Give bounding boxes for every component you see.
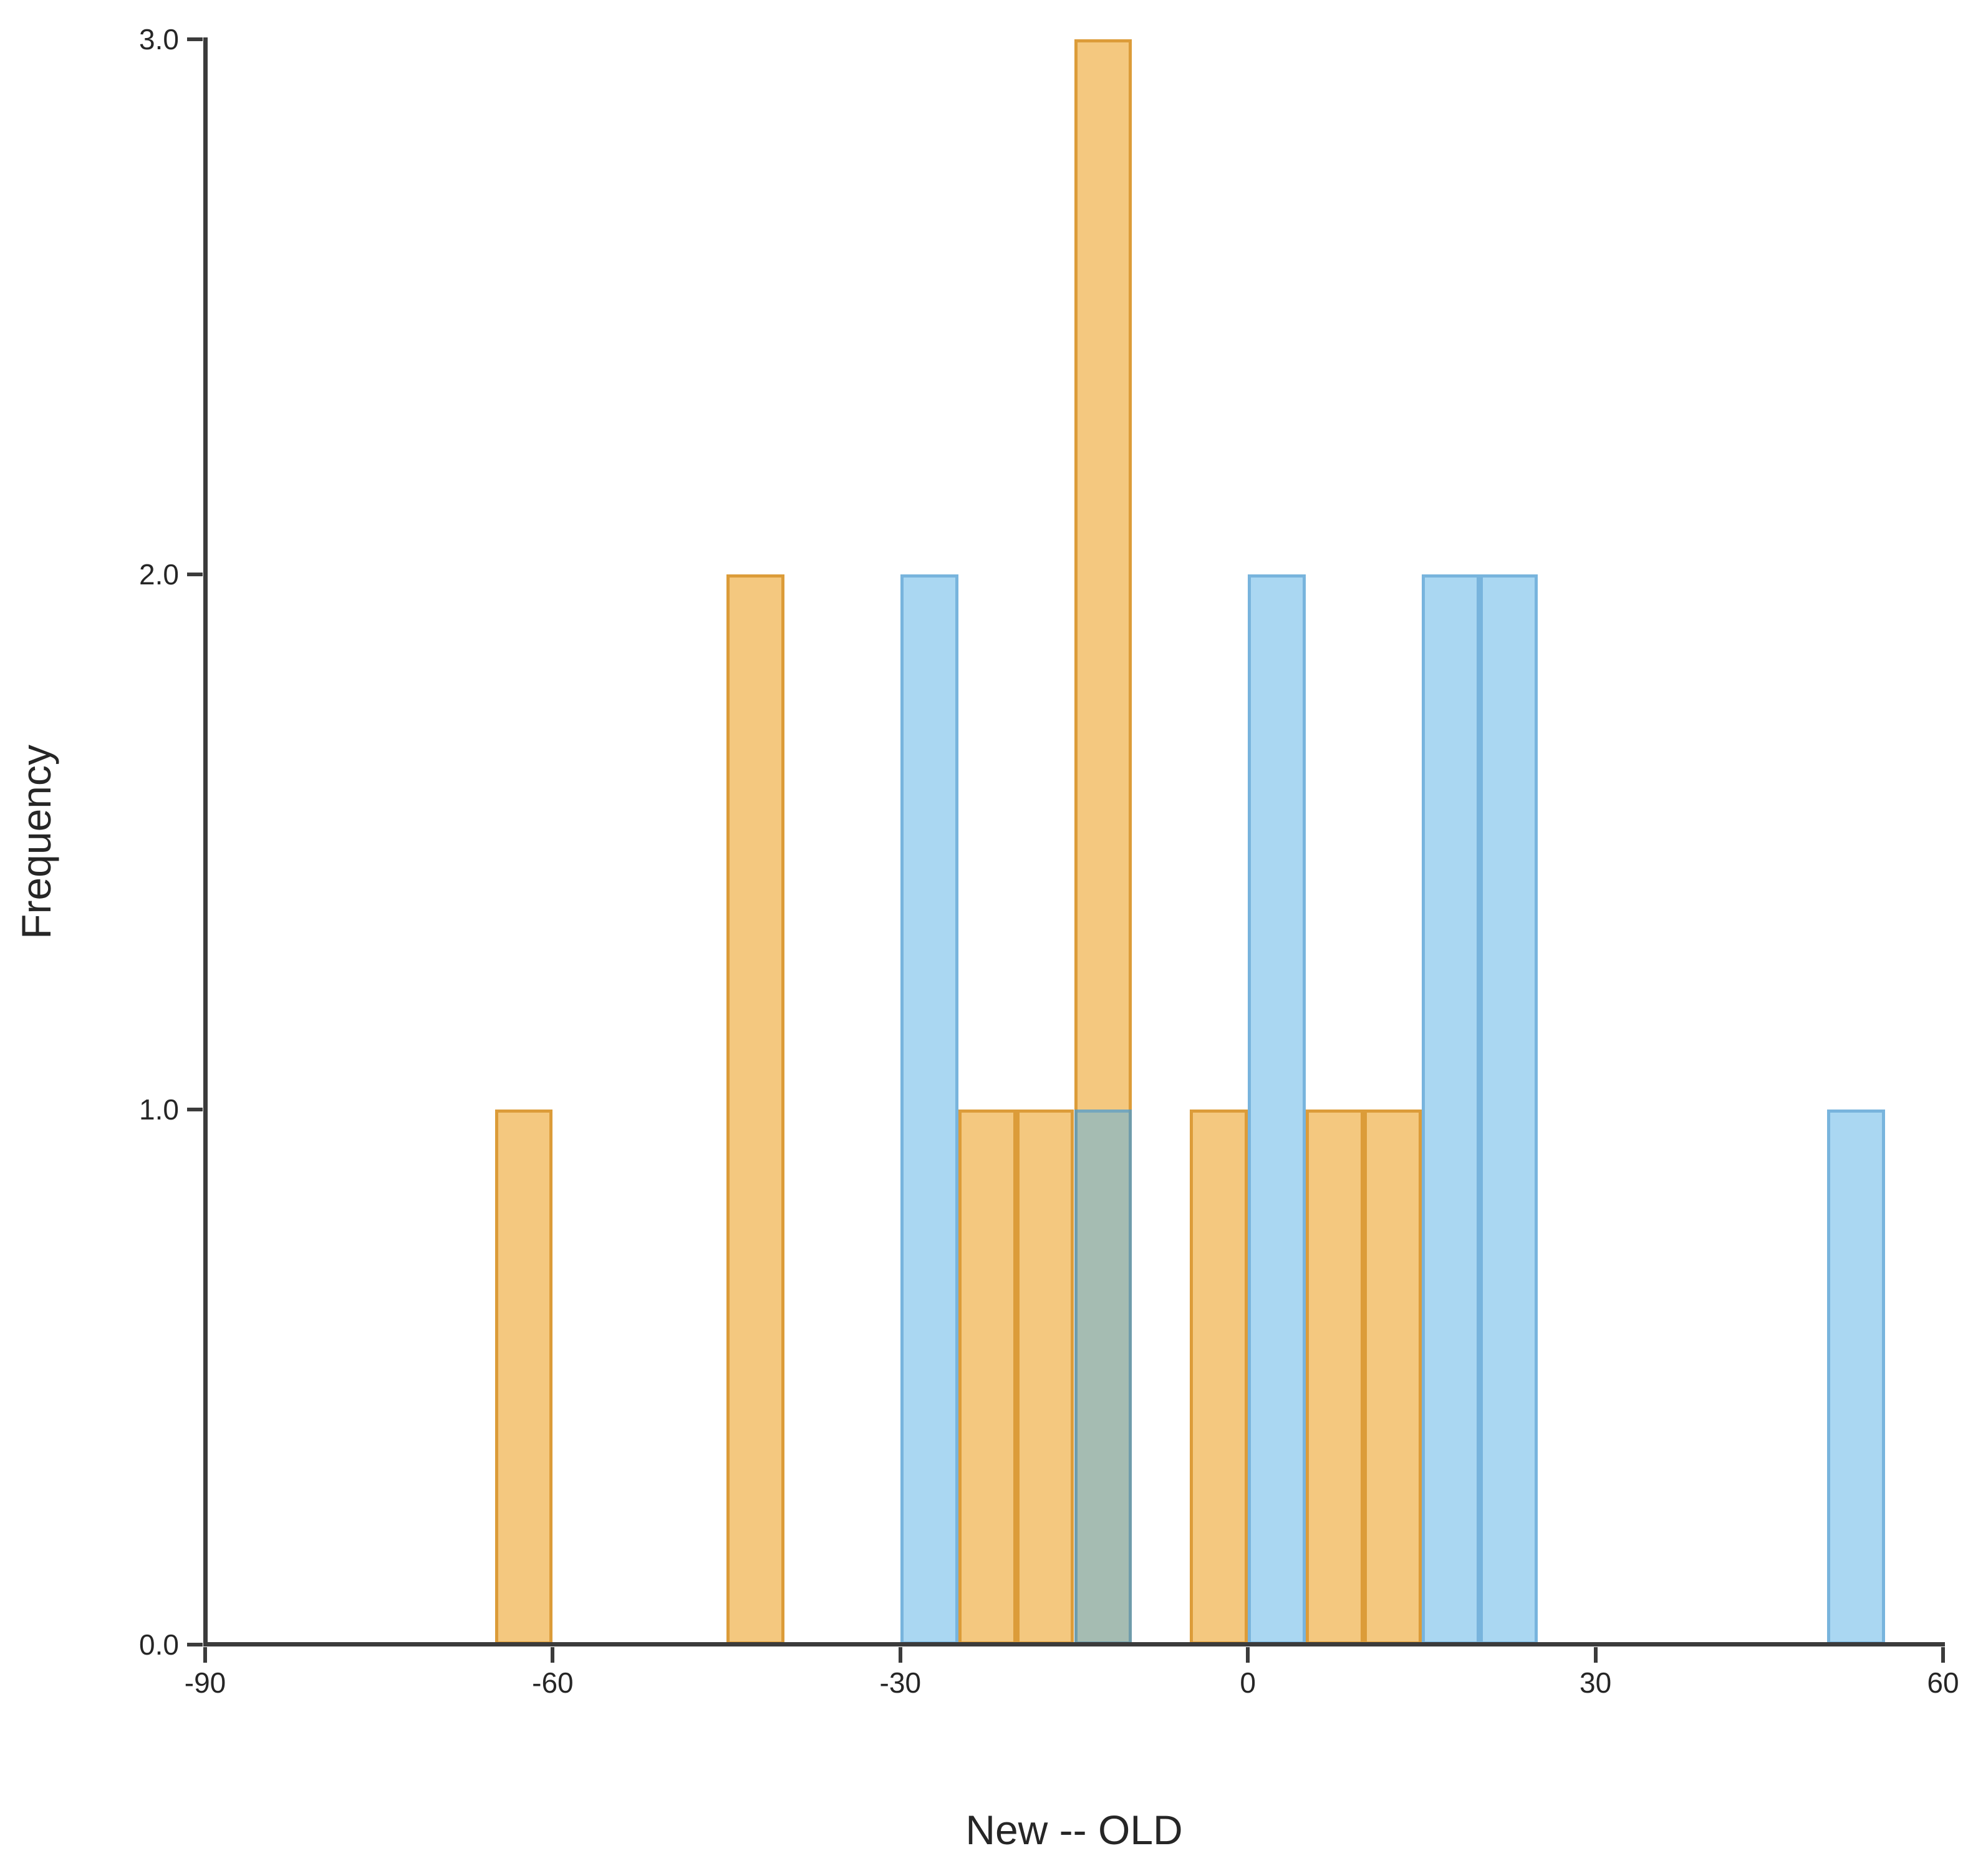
y-tick-label: 2.0 <box>139 558 179 591</box>
blue-series-bar <box>900 574 958 1645</box>
orange-series-bar <box>1190 1110 1248 1645</box>
x-tick-mark <box>1941 1647 1945 1663</box>
y-tick-mark <box>187 37 203 41</box>
x-tick-mark <box>203 1647 207 1663</box>
x-axis-spine <box>203 1642 1945 1646</box>
blue-series-bar <box>1479 574 1538 1645</box>
y-axis-title: Frequency <box>13 745 59 939</box>
orange-series-bar <box>1364 1110 1422 1645</box>
y-axis-spine <box>203 37 208 1646</box>
y-axis-title-container: Frequency <box>6 39 66 1645</box>
y-tick-label: 0.0 <box>139 1628 179 1661</box>
blue-series-bar <box>1248 574 1306 1645</box>
y-tick-label: 1.0 <box>139 1093 179 1126</box>
y-tick-mark <box>187 1108 203 1111</box>
orange-series-bar <box>1016 1110 1074 1645</box>
blue-series-bar <box>1421 574 1480 1645</box>
x-tick-label: -30 <box>879 1666 922 1699</box>
x-tick-label: 60 <box>1927 1666 1959 1699</box>
blue-series-bar <box>1827 1110 1886 1645</box>
x-tick-label: -90 <box>184 1666 226 1699</box>
x-tick-label: 0 <box>1240 1666 1256 1699</box>
x-tick-mark <box>551 1647 555 1663</box>
y-tick-mark <box>187 573 203 576</box>
x-tick-mark <box>1593 1647 1598 1663</box>
x-axis-title: New -- OLD <box>965 1807 1183 1853</box>
x-tick-label: -60 <box>532 1666 574 1699</box>
x-tick-mark <box>898 1647 902 1663</box>
plot-area: -90 -60 -30 0 30 60 0.0 1.0 2.0 3.0 <box>139 25 1959 1697</box>
blue-series-bar <box>1074 1110 1132 1645</box>
orange-series-bar <box>726 574 784 1645</box>
orange-series-bar <box>958 1110 1016 1645</box>
y-tick-label: 3.0 <box>139 23 179 56</box>
y-tick-mark <box>187 1643 203 1646</box>
x-tick-mark <box>1246 1647 1250 1663</box>
orange-series-bar <box>494 1110 553 1645</box>
bars-layer <box>205 39 1943 1645</box>
x-tick-label: 30 <box>1580 1666 1612 1699</box>
orange-series-bar <box>1306 1110 1364 1645</box>
